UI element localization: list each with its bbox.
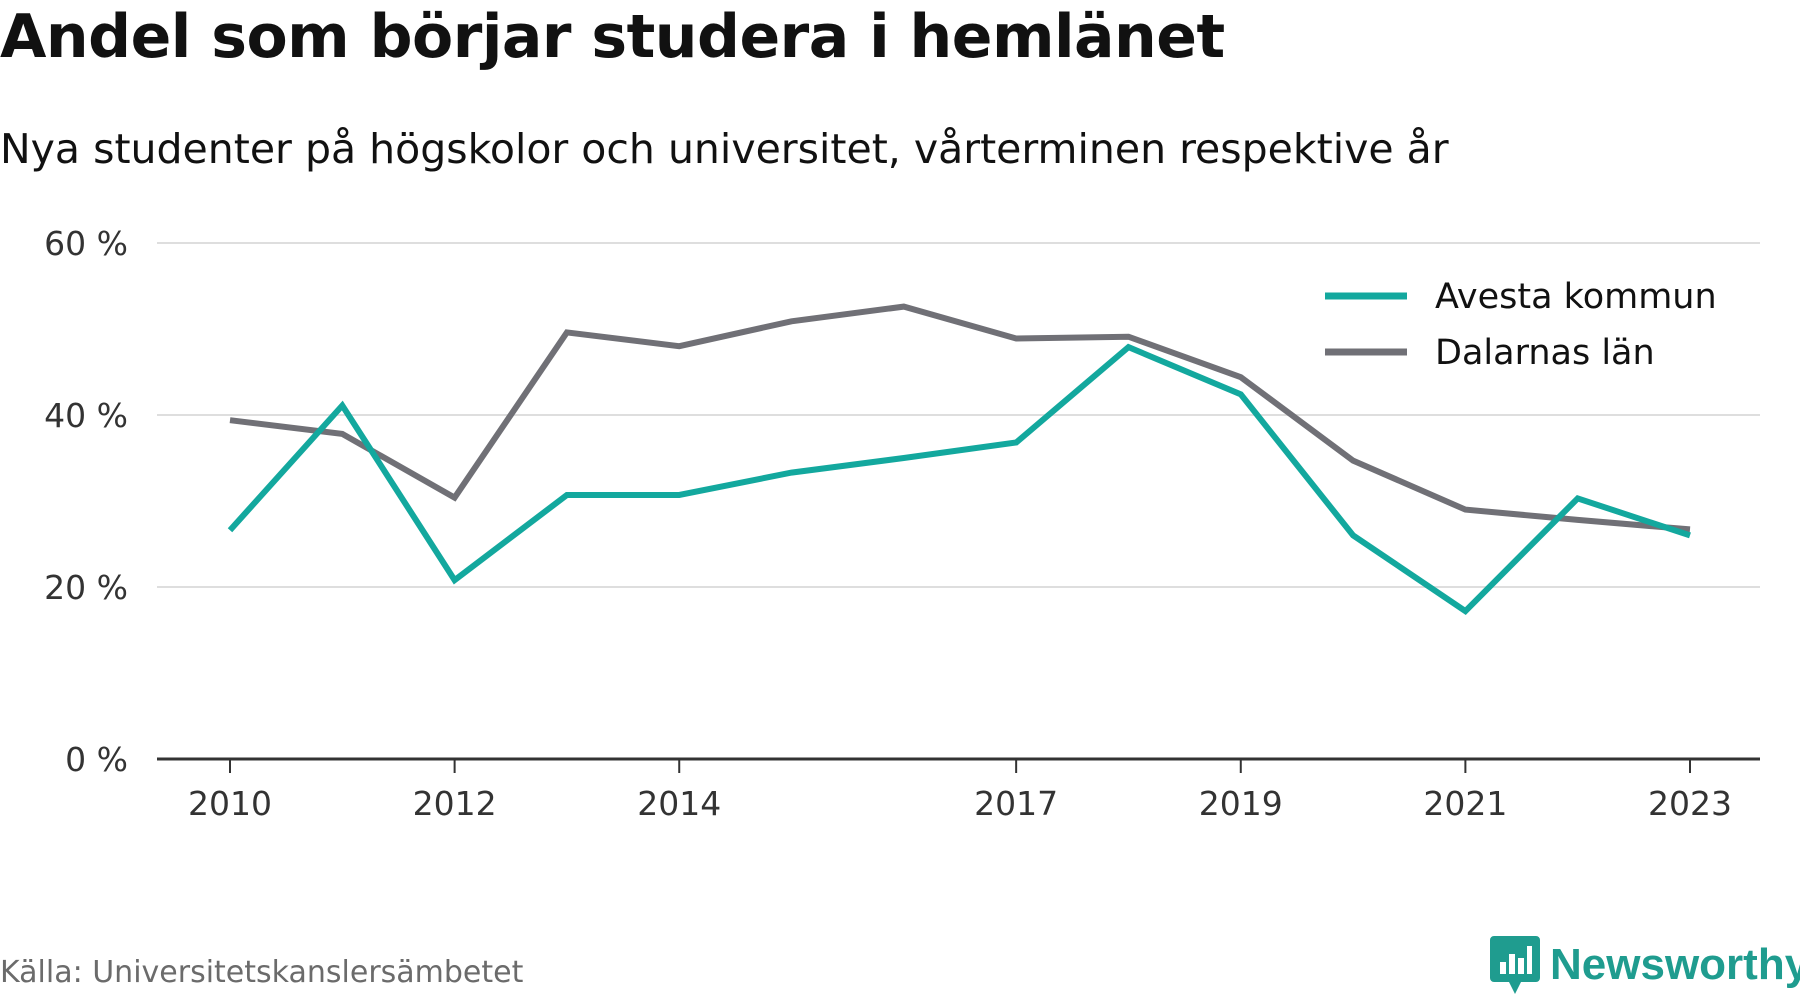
legend-label: Avesta kommun (1435, 277, 1717, 317)
y-axis-ticks: 0 % 20 % 40 % 60 % (44, 224, 128, 779)
x-tick-label: 2012 (413, 784, 497, 823)
newsworthy-logo-icon (1490, 936, 1540, 994)
y-tick-label: 60 % (44, 224, 128, 263)
chart-title: Andel som börjar studera i hemlänet (0, 2, 1225, 72)
series-line-avesta-kommun (227, 343, 1691, 615)
y-tick-label: 40 % (44, 396, 128, 435)
x-tick-label: 2023 (1648, 784, 1732, 823)
x-tick-label: 2019 (1199, 784, 1283, 823)
x-tick-label: 2017 (974, 784, 1058, 823)
x-axis: 2010 2012 2014 2017 2019 2021 2023 (157, 757, 1760, 823)
source-note: Källa: Universitetskanslersämbetet (0, 955, 524, 990)
x-tick-label: 2010 (188, 784, 272, 823)
chart-subtitle: Nya studenter på högskolor och universit… (0, 125, 1449, 173)
x-tick-label: 2021 (1423, 784, 1507, 823)
series-lines (227, 303, 1691, 615)
legend-label: Dalarnas län (1435, 333, 1655, 373)
x-tick-label: 2014 (637, 784, 721, 823)
brand-name: Newsworthy (1550, 940, 1800, 989)
brand: Newsworthy (1490, 936, 1800, 994)
series-line-dalarnas-l-n (229, 303, 1691, 533)
y-tick-label: 20 % (44, 568, 128, 607)
y-tick-label: 0 % (65, 740, 128, 779)
legend: Avesta kommun Dalarnas län (1325, 277, 1717, 373)
